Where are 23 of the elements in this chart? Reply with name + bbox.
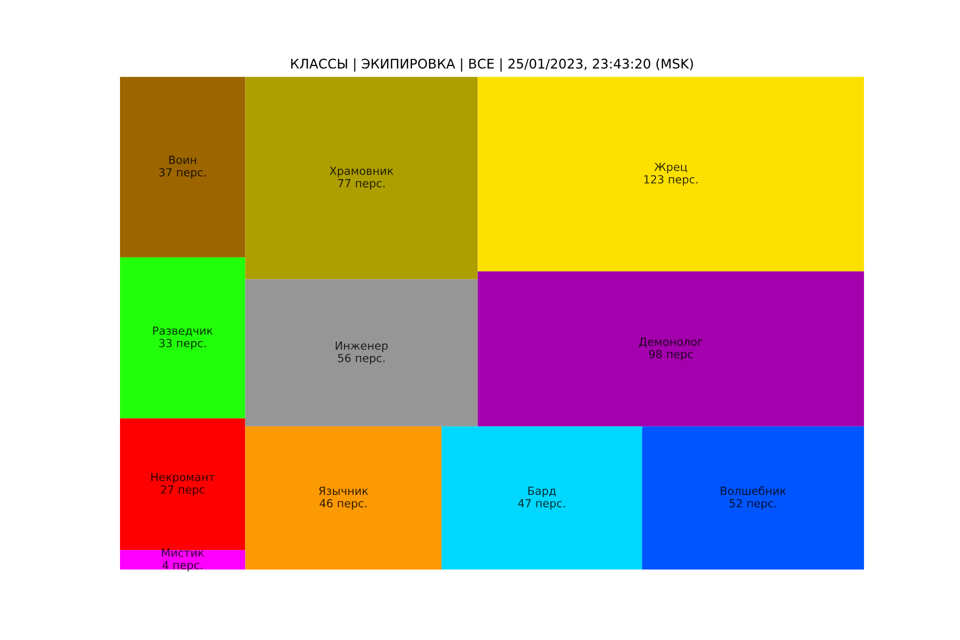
data-label: 33 перс. <box>159 338 206 350</box>
data-label: 52 перс. <box>730 499 776 510</box>
data-label: 123 перс. <box>644 175 698 186</box>
data-label: 56 перс. <box>338 354 385 364</box>
category-label: Демонолог <box>639 338 703 348</box>
category-label: Некромант <box>151 472 215 484</box>
data-label: 37 перс. <box>159 168 206 179</box>
category-label: Мистик <box>162 548 204 557</box>
category-label: Воин <box>169 156 196 164</box>
data-label: 77 перс. <box>338 179 385 190</box>
data-label: 27 перс <box>160 485 204 496</box>
data-label: 4 перс. <box>162 561 202 572</box>
data-label: 98 перс <box>649 350 693 360</box>
category-label: Язычник <box>319 486 368 496</box>
category-label: Жрец <box>654 162 688 174</box>
category-label: Храмовник <box>330 166 394 178</box>
category-label: Разведчик <box>153 326 213 336</box>
text: КЛАССЫ | ЭКИПИРОВКА | ВСЕ | 25/01/2023, 23:43:20 (MSK) <box>291 58 693 72</box>
data-label: 47 перс. <box>518 499 565 510</box>
category-label: Бард <box>528 486 556 498</box>
category-label: Волшебник <box>720 486 786 496</box>
category-label: Инженер <box>336 342 388 352</box>
data-label: 46 перс. <box>320 499 366 510</box>
